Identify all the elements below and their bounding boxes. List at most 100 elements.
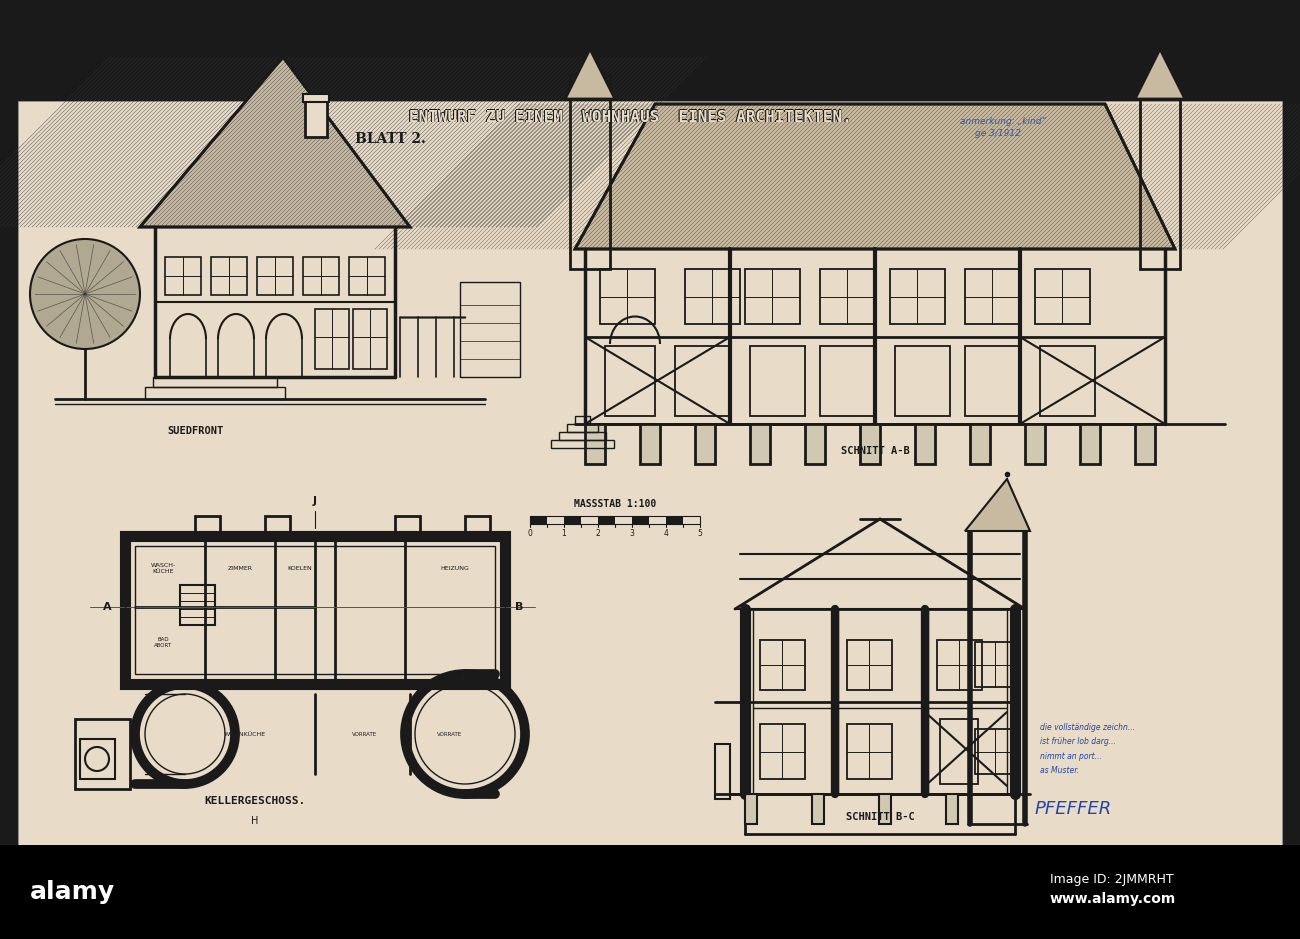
Bar [530,516,699,524]
Bar [805,424,826,464]
Polygon shape [575,104,1175,249]
Text: J: J [313,496,317,506]
Bar [894,346,950,416]
Bar [125,536,504,684]
Bar [745,794,757,824]
Text: alamy: alamy [30,880,116,904]
Bar [348,257,385,295]
Text: ENTWURF ZU EINEM  WOHNHAUS  EINES ARCHITEKTEN.: ENTWURF ZU EINEM WOHNHAUS EINES ARCHITEK… [410,110,852,125]
Text: 5: 5 [698,530,702,538]
Bar [937,640,982,690]
Bar [354,309,387,369]
Bar [569,74,610,269]
Text: HEIZUNG: HEIZUNG [441,566,469,571]
Text: KELLERGESCHOSS.: KELLERGESCHOSS. [204,796,306,806]
Text: ENTWURF ZU EINEM  WOHNHAUS  EINES ARCHITEKTEN.: ENTWURF ZU EINEM WOHNHAUS EINES ARCHITEK… [408,110,852,125]
Text: A: A [103,602,112,612]
Bar [315,309,348,369]
Bar [750,346,805,416]
Polygon shape [566,49,615,99]
Bar [666,516,682,524]
Text: anmerkung: „kind“: anmerkung: „kind“ [959,116,1046,126]
Bar [632,516,649,524]
Bar [551,440,614,448]
Text: SUEDFRONT: SUEDFRONT [166,426,224,436]
Bar [946,794,958,824]
Text: 0: 0 [528,530,533,538]
Bar [848,640,892,690]
Bar [581,516,598,524]
Bar [1040,346,1095,416]
Text: ENTWURF ZU EINEM  WOHNHAUS  EINES ARCHITEKTEN.: ENTWURF ZU EINEM WOHNHAUS EINES ARCHITEK… [408,110,852,125]
Text: 4: 4 [663,530,668,538]
Polygon shape [1135,49,1186,99]
Bar [303,94,329,102]
Bar [125,536,504,684]
Bar [696,424,715,464]
Text: PFEFFER: PFEFFER [1035,800,1113,818]
Bar [975,729,1015,774]
Bar [1140,74,1180,269]
Text: WOHNKÜCHE: WOHNKÜCHE [224,731,266,736]
Bar [940,719,978,784]
Bar [1024,424,1045,464]
Bar [915,424,935,464]
Text: ZIMMER: ZIMMER [227,566,252,571]
Bar [760,724,805,779]
Bar [649,516,666,524]
Bar [0,845,1300,939]
Text: ge 3/1912: ge 3/1912 [975,130,1020,138]
Bar [715,744,731,799]
Polygon shape [140,57,410,227]
Text: die vollständige zeichn...
ist früher lob darg...
nimmt an port...
as Muster.: die vollständige zeichn... ist früher lo… [1040,723,1135,776]
Polygon shape [965,479,1030,531]
Bar [965,346,1021,416]
Text: SCHNITT B-C: SCHNITT B-C [845,812,914,822]
Bar [564,516,581,524]
Text: VORRATE: VORRATE [352,731,377,736]
Bar [750,424,770,464]
Bar [460,282,520,377]
Bar [146,387,285,399]
Text: ENTWURF ZU EINEM  WOHNHAUS  EINES ARCHITEKTEN.: ENTWURF ZU EINEM WOHNHAUS EINES ARCHITEK… [408,109,852,124]
Bar [820,269,875,324]
Bar [820,346,875,416]
Text: BAD
ABORT: BAD ABORT [153,638,172,648]
Bar [604,346,655,416]
Bar [585,424,604,464]
Bar [640,424,660,464]
Text: ENTWURF ZU EINEM  WOHNHAUS  EINES ARCHITEKTEN.: ENTWURF ZU EINEM WOHNHAUS EINES ARCHITEK… [410,109,852,124]
Bar [465,516,490,536]
Bar [601,269,655,324]
Bar [547,516,564,524]
Bar [848,724,892,779]
Bar [675,346,731,416]
Text: Image ID: 2JMMRHT: Image ID: 2JMMRHT [1050,872,1174,885]
Text: B: B [515,602,523,612]
Bar [745,269,800,324]
Bar [165,257,202,295]
Text: 2: 2 [595,530,601,538]
Bar [75,719,130,789]
Bar [530,516,547,524]
Polygon shape [18,101,1282,921]
Bar [975,642,1015,687]
Bar [970,424,991,464]
Bar [211,257,247,295]
Bar [598,516,615,524]
Text: WASCH-
KÜCHE: WASCH- KÜCHE [151,563,176,574]
Bar [257,257,292,295]
Text: BLATT 2.: BLATT 2. [355,132,425,146]
Text: ENTWURF ZU EINEM  WOHNHAUS  EINES ARCHITEKTEN.: ENTWURF ZU EINEM WOHNHAUS EINES ARCHITEK… [408,110,852,125]
Bar [559,432,606,440]
Text: SCHNITT A-B: SCHNITT A-B [841,446,910,456]
Bar [812,794,824,824]
Bar [965,269,1021,324]
Bar [1135,424,1154,464]
Text: ENTWURF ZU EINEM  WOHNHAUS  EINES ARCHITEKTEN.: ENTWURF ZU EINEM WOHNHAUS EINES ARCHITEK… [408,110,852,125]
Bar [575,416,590,424]
Bar [861,424,880,464]
Bar [891,269,945,324]
Bar [395,516,420,536]
Bar [265,516,290,536]
